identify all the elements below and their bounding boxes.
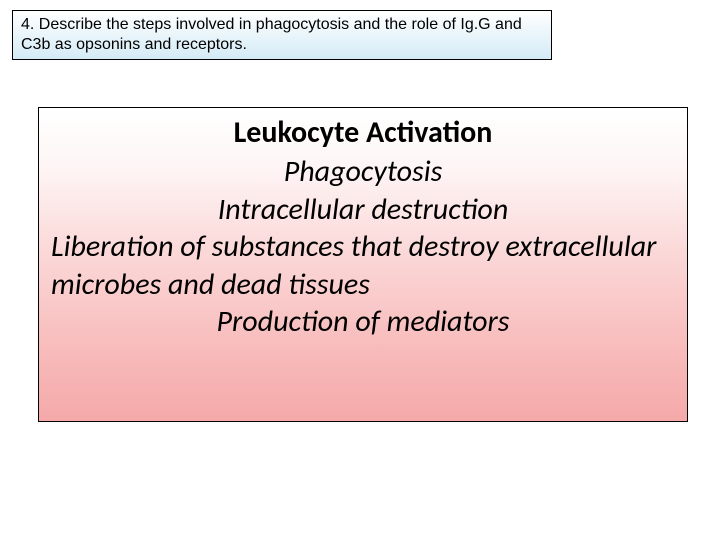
- content-item-1: Intracellular destruction: [49, 191, 677, 229]
- content-item-0: Phagocytosis: [49, 153, 677, 191]
- question-text: 4. Describe the steps involved in phagoc…: [21, 16, 522, 53]
- content-title: Leukocyte Activation: [49, 114, 677, 151]
- content-item-2: Liberation of substances that destroy ex…: [49, 228, 677, 303]
- content-item-3: Production of mediators: [49, 303, 677, 341]
- question-box: 4. Describe the steps involved in phagoc…: [12, 10, 552, 60]
- content-box: Leukocyte Activation Phagocytosis Intrac…: [38, 107, 688, 422]
